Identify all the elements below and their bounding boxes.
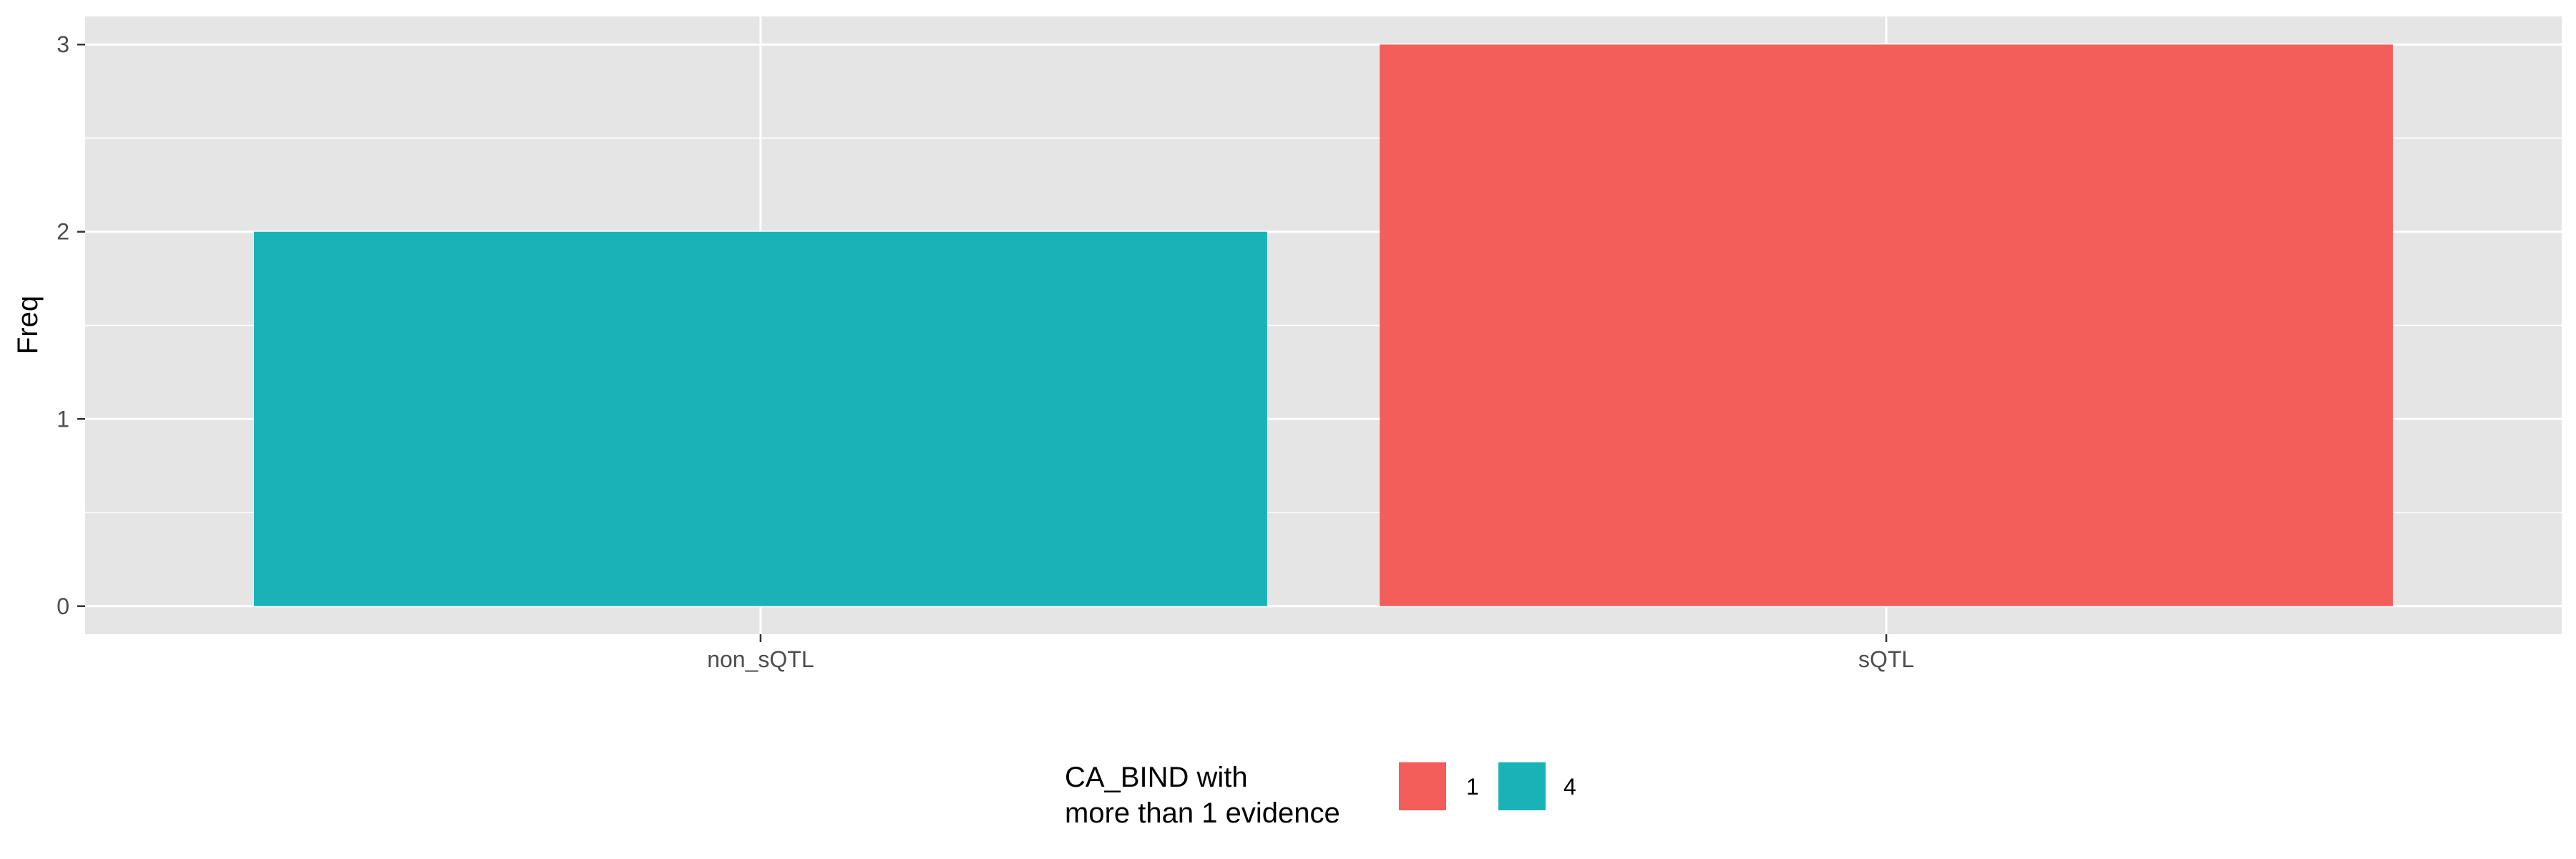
legend-swatch-4 (1498, 762, 1546, 810)
y-tick-label: 0 (57, 593, 69, 619)
legend-label-4: 4 (1563, 774, 1576, 800)
y-tick-label: 2 (57, 219, 69, 245)
y-axis-ticks: 0 1 2 3 (57, 31, 85, 619)
y-tick-label: 1 (57, 406, 69, 432)
legend-title-line-2: more than 1 evidence (1065, 797, 1340, 829)
bars (253, 44, 2394, 606)
x-tick-label: sQTL (1858, 646, 1914, 672)
legend-title-line-1: CA_BIND with (1065, 762, 1248, 793)
x-axis-ticks: non_sQTL sQTL (707, 634, 1914, 672)
legend: CA_BIND with more than 1 evidence 1 4 (1065, 762, 1576, 829)
y-axis-title: Freq (12, 296, 44, 354)
bar-sQTL (1380, 44, 2394, 606)
legend-swatch-1 (1399, 762, 1446, 810)
x-tick-label: non_sQTL (707, 646, 814, 672)
y-tick-label: 3 (57, 31, 69, 57)
bar-non_sQTL (253, 231, 1267, 606)
legend-label-1: 1 (1466, 774, 1479, 800)
